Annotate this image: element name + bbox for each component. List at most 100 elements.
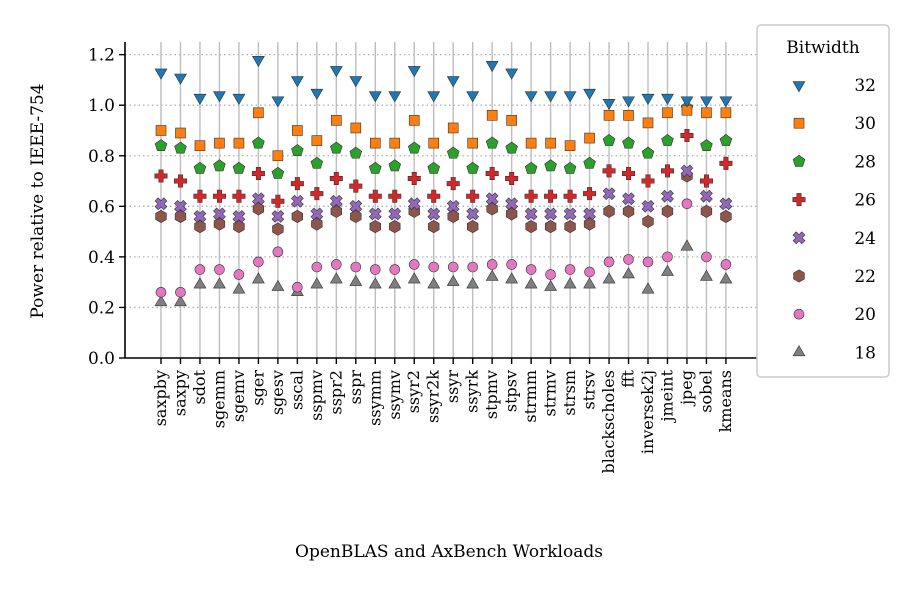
legend-label: 20 — [854, 305, 876, 325]
marker-24-ssyrk — [466, 207, 480, 221]
marker-24-jmeint — [661, 189, 674, 203]
marker-30-jmeint — [662, 107, 673, 119]
marker-24-ssyr2k — [427, 207, 441, 221]
marker-26-fft — [622, 166, 636, 180]
marker-22-strmv — [544, 219, 557, 234]
legend-marker-28 — [792, 154, 806, 167]
marker-26-saxpby — [154, 169, 168, 183]
marker-24-sspr — [349, 199, 363, 213]
marker-24-sobel — [700, 189, 713, 203]
marker-28-strmv — [544, 159, 557, 172]
marker-28-sdot — [193, 161, 207, 174]
x-tick-label: sgemm — [209, 370, 228, 428]
legend-items: 32 30 28 26 24 22 20 18 — [792, 76, 876, 363]
legend-marker-22 — [793, 269, 805, 283]
marker-32-fft — [622, 96, 635, 108]
marker-28-sspmv — [310, 156, 324, 169]
marker-20-sgemm — [214, 264, 225, 275]
x-tick-label: inversek2j — [638, 370, 657, 454]
marker-26-strsm — [563, 189, 577, 203]
marker-30-sgesv — [272, 150, 284, 162]
marker-32-sdot — [193, 93, 207, 106]
marker-24-ssymm — [368, 207, 382, 221]
marker-32-ssyr — [446, 76, 460, 88]
y-tick-label: 1.2 — [88, 46, 115, 66]
marker-22-strmm — [525, 219, 537, 234]
marker-22-sger — [252, 202, 265, 216]
marker-20-jpeg — [681, 198, 693, 210]
x-tick-label: kmeans — [716, 370, 735, 432]
legend-label: 28 — [854, 152, 876, 172]
marker-24-strmv — [544, 207, 557, 221]
series-24 — [154, 164, 733, 223]
legend-label: 18 — [854, 343, 876, 363]
marker-32-saxpy — [174, 73, 187, 85]
marker-26-sspr2 — [329, 172, 343, 186]
marker-18-ssymm — [368, 277, 382, 289]
marker-26-strmm — [524, 189, 538, 203]
marker-24-jpeg — [680, 164, 694, 178]
x-tick-label: sspr — [346, 370, 365, 405]
legend-item-32: 32 — [792, 76, 876, 96]
marker-32-stpsv — [505, 68, 519, 80]
marker-24-saxpy — [174, 199, 187, 213]
marker-28-sgemm — [213, 159, 226, 172]
marker-20-fft — [623, 254, 634, 265]
marker-24-sdot — [193, 210, 207, 223]
legend-label: 24 — [854, 229, 876, 249]
legend-marker-20 — [793, 308, 805, 320]
marker-18-strmm — [524, 277, 538, 289]
marker-24-saxpby — [154, 197, 168, 211]
marker-26-sgesv — [271, 194, 285, 208]
marker-18-inversek2j — [641, 282, 655, 294]
marker-26-sspr — [349, 179, 363, 193]
marker-28-sscal — [291, 144, 304, 157]
legend-title: Bitwidth — [786, 38, 859, 58]
marker-24-kmeans — [719, 197, 733, 211]
marker-28-kmeans — [719, 134, 733, 146]
marker-22-kmeans — [720, 209, 732, 223]
legend-item-22: 22 — [793, 267, 876, 287]
series-22 — [155, 169, 732, 236]
marker-28-stpmv — [485, 136, 499, 149]
marker-32-jpeg — [680, 96, 694, 108]
x-tick-label: ssymv — [385, 370, 404, 420]
x-tick-label: saxpy — [170, 370, 189, 416]
marker-26-ssyrk — [466, 189, 480, 203]
marker-18-sspr — [349, 274, 363, 286]
marker-30-sspmv — [311, 135, 323, 146]
marker-18-blackscholes — [602, 272, 616, 284]
marker-24-sgemm — [213, 207, 226, 221]
marker-26-stpsv — [505, 172, 519, 186]
legend-marker-30 — [793, 117, 805, 129]
marker-24-ssyr2 — [407, 197, 421, 211]
marker-20-sspr — [350, 261, 362, 273]
marker-26-sgemm — [212, 189, 226, 203]
marker-20-strsv — [584, 266, 595, 278]
marker-22-sscal — [291, 209, 304, 223]
marker-22-sgesv — [272, 222, 284, 236]
marker-20-sscal — [292, 281, 303, 293]
marker-26-sobel — [699, 174, 713, 188]
marker-22-fft — [622, 204, 635, 218]
marker-24-fft — [622, 192, 635, 206]
marker-26-ssyr2 — [407, 172, 421, 186]
marker-18-sdot — [193, 277, 207, 289]
x-tick-label: stpsv — [502, 370, 521, 412]
marker-30-sger — [253, 107, 264, 119]
marker-26-sspmv — [310, 187, 324, 201]
marker-26-jpeg — [680, 129, 694, 143]
marker-30-strsv — [584, 132, 595, 144]
y-tick-label: 0.4 — [88, 248, 115, 268]
marker-30-sobel — [701, 107, 712, 119]
marker-32-strsm — [563, 91, 577, 103]
y-tick-label: 1.0 — [88, 96, 115, 116]
marker-24-ssymv — [388, 207, 402, 221]
marker-22-jmeint — [661, 204, 674, 218]
marker-32-inversek2j — [641, 93, 655, 106]
marker-18-strsv — [583, 277, 596, 289]
marker-26-sgemv — [232, 189, 246, 203]
marker-32-strmm — [524, 91, 538, 103]
marker-28-sspr — [349, 146, 363, 159]
